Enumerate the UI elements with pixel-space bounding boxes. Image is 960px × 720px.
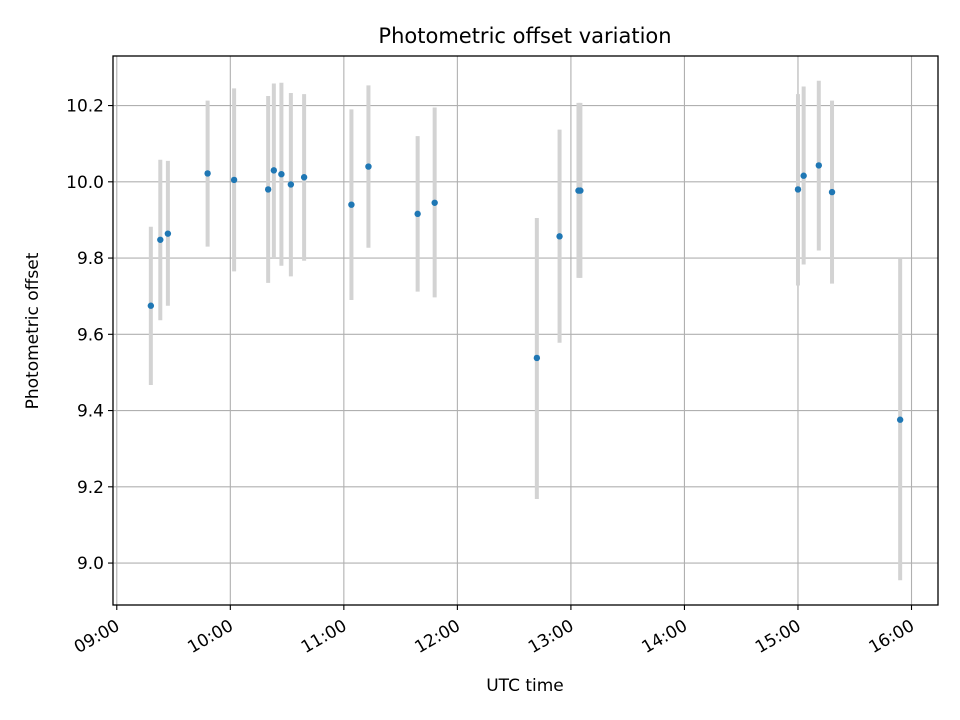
data-point	[264, 186, 272, 193]
chart-title: Photometric offset variation	[378, 24, 671, 48]
data-point	[556, 233, 563, 240]
y-tick-label: 9.0	[77, 554, 104, 574]
y-tick-label: 9.2	[77, 478, 104, 498]
data-point	[348, 201, 355, 208]
data-point	[164, 230, 172, 237]
data-point	[794, 186, 802, 193]
data-point	[230, 176, 238, 184]
data-point	[365, 163, 372, 170]
data-point	[815, 162, 822, 169]
data-point	[204, 170, 211, 177]
x-axis-label: UTC time	[486, 676, 564, 696]
data-point	[800, 172, 807, 179]
y-tick-label: 9.6	[77, 325, 104, 345]
data-point	[157, 236, 164, 243]
data-point	[270, 167, 278, 174]
y-tick-label: 9.4	[77, 402, 104, 422]
grid-layer	[113, 56, 938, 605]
data-point	[828, 188, 836, 196]
plot-frame	[112, 55, 939, 606]
y-tick-label: 10.2	[66, 97, 104, 117]
y-axis-label: Photometric offset	[23, 252, 43, 409]
y-tick-label: 10.0	[66, 173, 104, 193]
data-point	[577, 187, 584, 194]
data-point	[147, 302, 155, 309]
data-point	[533, 354, 541, 362]
data-point	[431, 199, 438, 206]
y-tick-label: 9.8	[77, 249, 104, 269]
data-point	[278, 170, 285, 178]
point-layer	[147, 162, 904, 423]
data-point	[287, 181, 295, 188]
data-point	[896, 416, 904, 423]
data-point	[300, 174, 308, 181]
data-point	[414, 210, 421, 218]
